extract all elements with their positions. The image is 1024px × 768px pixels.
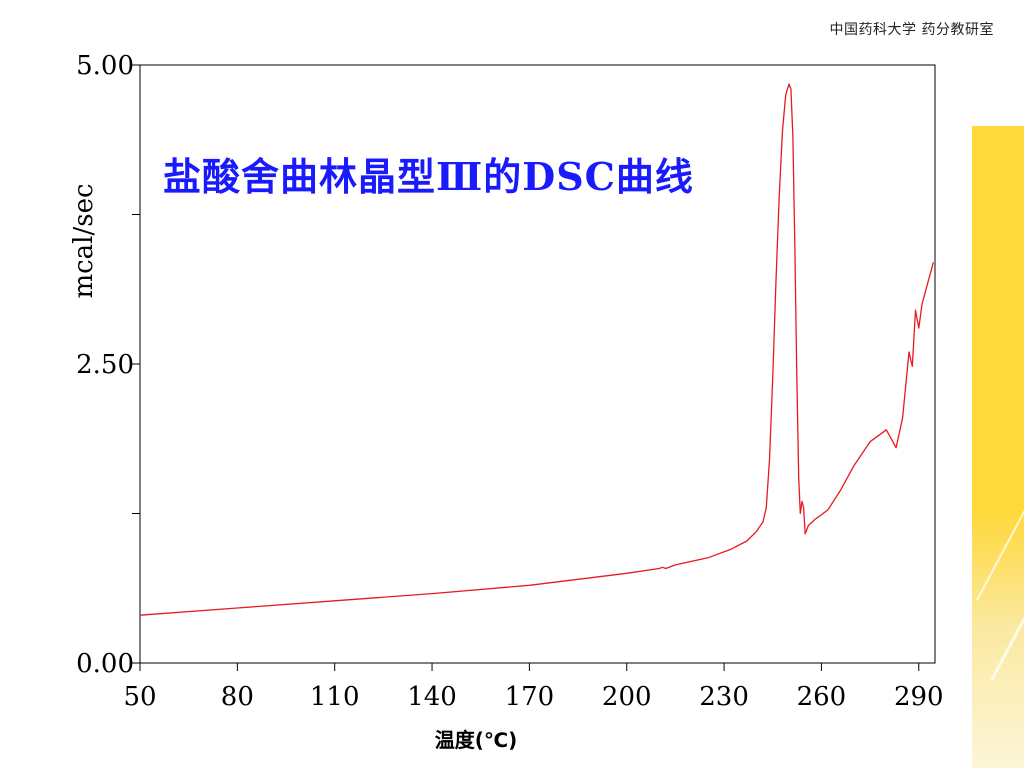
- y-tick-label: 2.50: [76, 350, 134, 380]
- x-tick-label: 140: [407, 682, 457, 712]
- dsc-curve-line: [139, 83, 935, 616]
- x-tick-label: 50: [123, 682, 156, 712]
- x-tick-label: 230: [699, 682, 749, 712]
- y-axis: 0.00 2.50 5.00: [76, 51, 140, 679]
- y-tick-label: 5.00: [76, 51, 134, 81]
- x-tick-label: 170: [505, 682, 555, 712]
- x-axis-label-wrap: 温度(℃): [0, 724, 960, 753]
- header-institution: 中国药科大学 药分教研室: [829, 22, 994, 38]
- x-tick-label: 80: [221, 682, 254, 712]
- x-axis: 50 80 110 140 170 200 230 260 290: [123, 663, 944, 712]
- x-axis-label: 温度(℃): [434, 728, 518, 752]
- x-tick-label: 290: [894, 682, 944, 712]
- x-tick-label: 110: [310, 682, 360, 712]
- series-group: [139, 83, 935, 616]
- x-tick-label: 200: [602, 682, 652, 712]
- decorative-yellow-bar: [972, 126, 1024, 768]
- x-tick-label: 260: [797, 682, 847, 712]
- y-axis-label: mcal/sec: [69, 183, 99, 299]
- chart-title: 盐酸舍曲林晶型Ⅲ的DSC曲线: [163, 154, 694, 199]
- y-tick-label: 0.00: [76, 649, 134, 679]
